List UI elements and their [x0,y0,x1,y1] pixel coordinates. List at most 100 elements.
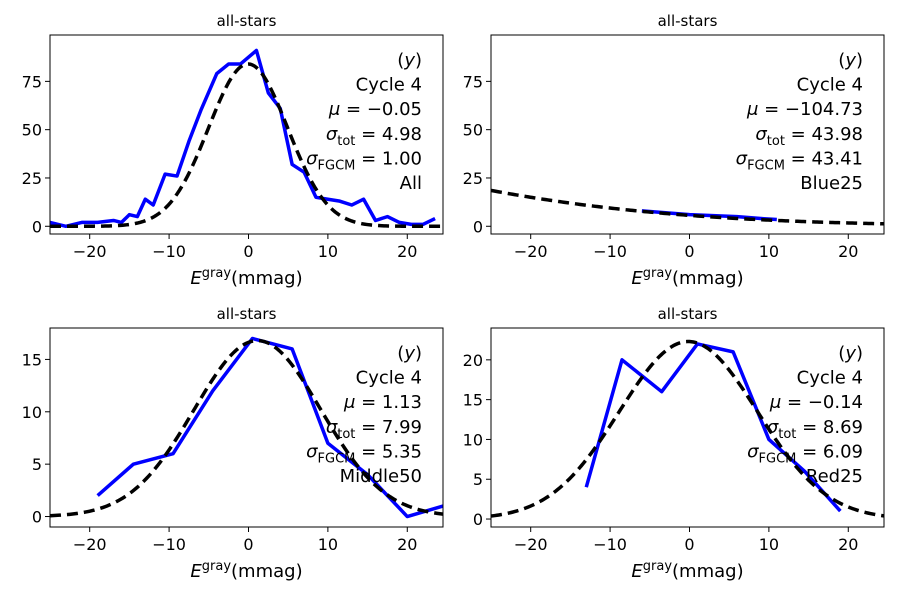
x-tick-label: −10 [152,535,186,554]
x-axis-label: Egray(mmag) [190,266,302,289]
histogram-line [584,342,842,513]
y-tick-label: 10 [463,430,483,449]
subplot-title: all-stars [658,305,718,323]
y-tick-label: 75 [22,72,42,91]
sigma-tot-number: 8.69 [823,417,863,438]
x-tick-label: −20 [73,535,107,554]
y-tick-label: 15 [22,350,42,369]
y-tick-label: 5 [32,455,42,474]
x-tick-label: 0 [243,535,253,554]
mu-number: 1.13 [382,392,422,413]
y-tick-label: 25 [22,169,42,188]
x-axis-label-main: E [190,268,202,289]
x-tick-label: 20 [397,242,417,261]
sigma-fgcm-value: σFGCM = 5.35 [306,441,422,466]
x-axis-label-sup: gray [202,266,232,281]
x-tick-label: 0 [243,242,253,261]
cycle-label: Cycle 4 [797,368,863,389]
x-axis-label-main: E [631,268,643,289]
x-axis-label-unit: (mmag) [672,268,744,289]
band-label: (y) [397,50,422,71]
x-axis-label: Egray(mmag) [631,559,743,582]
x-tick-label: 10 [318,535,338,554]
sigma-tot-value: σtot = 7.99 [326,417,422,442]
sigma-fgcm-number: 1.00 [382,148,422,169]
y-tick-label: 5 [473,470,483,489]
sigma-tot-number: 43.98 [811,124,863,145]
plot-area [50,336,443,519]
sigma-tot-number: 4.98 [382,124,422,145]
x-tick-label: −10 [593,535,627,554]
y-tick-label: 0 [473,217,483,236]
sigma-fgcm-number: 6.09 [823,441,863,462]
sigma-tot-value: σtot = 43.98 [755,124,863,149]
y-tick-label: 50 [463,121,483,140]
sigma-tot-value: σtot = 8.69 [767,417,863,442]
x-tick-label: 10 [318,242,338,261]
sigma-fgcm-value: σFGCM = 1.00 [306,148,422,173]
plot-area [50,48,443,229]
mu-number: −0.05 [367,99,422,120]
y-tick-label: 10 [22,403,42,422]
x-tick-label: 20 [838,535,858,554]
sigma-tot-value: σtot = 4.98 [326,124,422,149]
x-tick-label: −10 [152,242,186,261]
x-tick-label: −10 [593,242,627,261]
mu-value: μ = −104.73 [746,99,863,120]
sigma-fgcm-number: 5.35 [382,441,422,462]
mu-value: μ = 1.13 [343,392,422,413]
x-tick-label: −20 [514,242,548,261]
gaussian-fit-line [491,339,884,518]
subplot-4: all-stars−20 −10 0 10 2005101520Egray(mmag)(… [463,305,885,582]
axes-frame [49,327,444,528]
y-tick-label: 0 [473,510,483,529]
cycle-label: Cycle 4 [356,368,422,389]
subset-label: Middle50 [340,466,422,487]
cycle-label: Cycle 4 [356,75,422,96]
subset-label: Blue25 [800,173,863,194]
mu-number: −0.14 [808,392,863,413]
y-tick-label: 50 [22,121,42,140]
subset-label: All [400,173,422,194]
mu-value: μ = −0.14 [769,392,863,413]
axes-frame [490,327,885,528]
subplot-title: all-stars [217,12,277,30]
x-tick-label: 10 [759,535,779,554]
x-tick-label: −20 [73,242,107,261]
cycle-label: Cycle 4 [797,75,863,96]
sigma-tot-number: 7.99 [382,417,422,438]
x-tick-label: 0 [684,242,694,261]
subset-label: Red25 [806,466,863,487]
plot-area [491,339,884,518]
x-axis-label-main: E [190,561,202,582]
axes-frame [49,34,444,235]
subplot-2: all-stars −20 −10 0 10 20 0 25 50 75 Egray(mmag) (y… [463,12,885,289]
axes-frame [490,34,885,235]
x-axis-label-main: E [631,561,643,582]
subplot-1: all-stars −20 −10 0 10 20 0 25 50 75 Egray(mmag) (y… [22,12,444,289]
mu-value: μ = −0.05 [328,99,422,120]
x-axis-label-sup: gray [202,559,232,574]
x-tick-label: −20 [514,535,548,554]
x-axis-label-unit: (mmag) [231,268,303,289]
x-axis-label-sup: gray [643,559,673,574]
y-tick-label: 20 [463,351,483,370]
gaussian-fit-line [50,338,443,518]
subplot-3: all-stars −20 −10 0 10 20 0 5 10 15 Egray(mmag) (y)… [22,305,444,582]
gaussian-fit-line [491,188,884,226]
subplot-title: all-stars [217,305,277,323]
y-tick-label: 0 [32,217,42,236]
x-axis-label-unit: (mmag) [672,561,744,582]
sigma-fgcm-value: σFGCM = 43.41 [736,148,863,173]
y-tick-label: 0 [32,508,42,527]
plot-area [491,188,884,226]
x-axis-label: Egray(mmag) [631,266,743,289]
band-label: (y) [838,343,863,364]
x-tick-label: 0 [684,535,694,554]
y-tick-label: 25 [463,169,483,188]
